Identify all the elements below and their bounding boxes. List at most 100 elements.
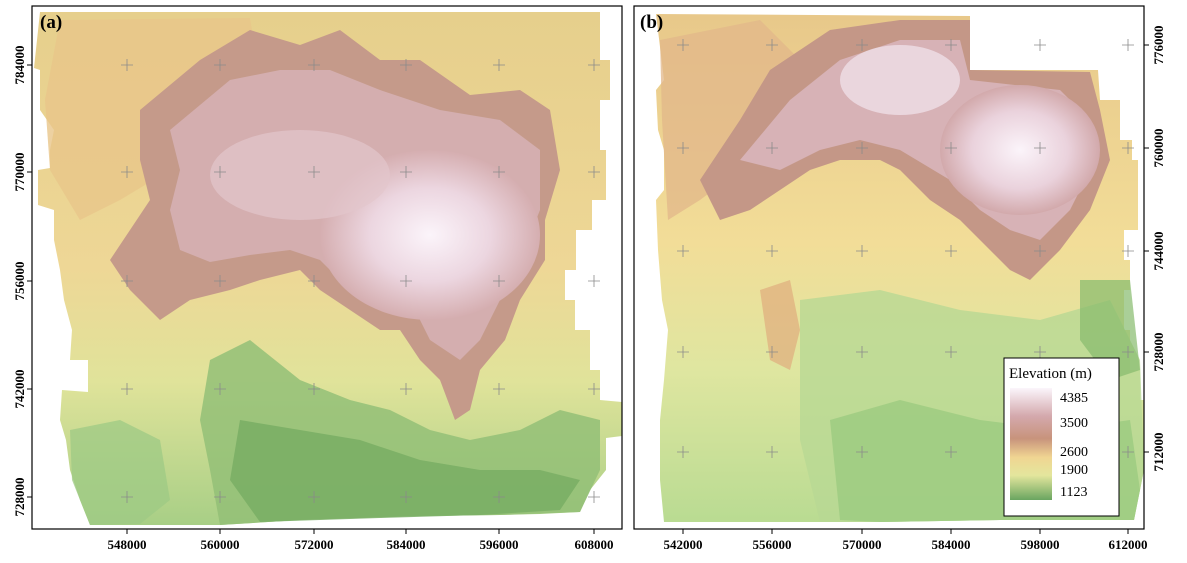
y-tick-label: 776000 [1151,26,1166,65]
legend-value-2: 3500 [1060,416,1088,431]
panel-b-ridge [760,280,800,370]
graticule-cross [856,446,868,458]
graticule-cross [677,142,689,154]
y-tick-label: 760000 [1151,129,1166,168]
graticule-cross [766,245,778,257]
graticule-cross [1122,245,1134,257]
graticule-cross [588,59,600,71]
y-tick-label: 742000 [12,370,27,409]
graticule-cross [493,166,505,178]
graticule-cross [121,166,133,178]
graticule-cross [121,491,133,503]
graticule-cross [400,491,412,503]
graticule-cross [1034,39,1046,51]
graticule-cross [308,59,320,71]
x-tick-label: 598000 [1021,537,1060,552]
y-tick-label: 744000 [1151,232,1166,271]
graticule-cross [766,39,778,51]
graticule-cross [856,39,868,51]
graticule-cross [121,383,133,395]
legend-value-min: 1123 [1060,485,1087,500]
graticule-cross [677,245,689,257]
graticule-cross [1034,245,1046,257]
graticule-cross [588,166,600,178]
graticule-cross [1122,142,1134,154]
graticule-cross [677,446,689,458]
elevation-legend: Elevation (m) 4385 3500 2600 1900 1123 [1003,357,1120,517]
x-tick-label: 560000 [201,537,240,552]
graticule-cross [214,275,226,287]
panel-a-axes: 548000 560000 572000 584000 596000 608000 7840… [12,46,614,553]
y-tick-label: 728000 [1151,333,1166,372]
panel-b-frame [633,5,1145,530]
panel-b-axes: 542000 556000 570000 584000 598000 612000 7760… [664,26,1167,553]
graticule-cross [1122,346,1134,358]
y-tick-label: 728000 [12,478,27,517]
graticule-cross [214,166,226,178]
panel-a-label: (a) [40,12,62,33]
y-tick-label: 756000 [12,262,27,301]
graticule-cross [214,59,226,71]
panel-a-highland [210,130,390,220]
panel-a-frame [31,5,623,530]
graticule-cross [1122,446,1134,458]
y-tick-label: 712000 [1151,433,1166,472]
panel-a: (a) 548000 560000 572000 584000 596000 608000… [12,5,623,553]
graticule-cross [400,383,412,395]
graticule-cross [1034,346,1046,358]
panel-a-graticule [121,59,600,503]
graticule-cross [677,39,689,51]
graticule-cross [945,245,957,257]
y-tick-label: 770000 [12,153,27,192]
graticule-cross [766,346,778,358]
panel-b-east-lowland [1080,280,1140,380]
graticule-cross [308,491,320,503]
graticule-cross [308,383,320,395]
graticule-cross [214,383,226,395]
graticule-cross [400,275,412,287]
graticule-cross [766,142,778,154]
panel-a-valley [230,420,580,522]
graticule-cross [945,346,957,358]
graticule-cross [214,491,226,503]
legend-colorbar [1010,388,1052,500]
panel-b-peak [940,85,1100,215]
panel-b-label: (b) [640,12,663,33]
x-tick-label: 608000 [575,537,614,552]
panel-a-sw-lowland [70,420,170,525]
graticule-cross [493,491,505,503]
x-tick-label: 542000 [664,537,703,552]
graticule-cross [400,166,412,178]
panel-b-hills-nw [660,20,800,220]
graticule-cross [856,346,868,358]
graticule-cross [400,59,412,71]
x-tick-label: 612000 [1109,537,1148,552]
x-tick-label: 584000 [387,537,426,552]
graticule-cross [493,383,505,395]
graticule-cross [588,491,600,503]
legend-title: Elevation (m) [1009,366,1092,382]
y-tick-label: 784000 [12,46,27,85]
graticule-cross [677,346,689,358]
panel-a-map [34,12,622,525]
graticule-cross [945,39,957,51]
graticule-cross [945,446,957,458]
x-tick-label: 548000 [108,537,147,552]
graticule-cross [1034,142,1046,154]
graticule-cross [121,275,133,287]
panel-b-highland [840,45,960,115]
graticule-cross [588,275,600,287]
graticule-cross [308,166,320,178]
graticule-cross [945,142,957,154]
x-tick-label: 596000 [480,537,519,552]
graticule-cross [308,275,320,287]
graticule-cross [493,59,505,71]
x-tick-label: 572000 [295,537,334,552]
graticule-cross [856,245,868,257]
legend-value-4: 1900 [1060,463,1088,478]
graticule-cross [1122,39,1134,51]
graticule-cross [493,275,505,287]
x-tick-label: 570000 [843,537,882,552]
graticule-cross [766,446,778,458]
